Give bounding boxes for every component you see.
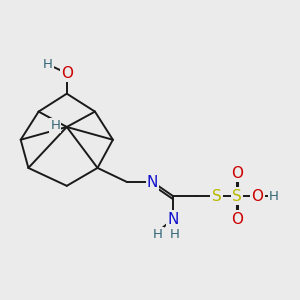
Text: H: H bbox=[153, 228, 163, 241]
Text: H: H bbox=[50, 119, 60, 132]
Text: H: H bbox=[169, 228, 179, 241]
Text: O: O bbox=[61, 66, 73, 81]
Text: H: H bbox=[43, 58, 52, 71]
Text: S: S bbox=[212, 189, 221, 204]
Text: S: S bbox=[232, 189, 242, 204]
Text: O: O bbox=[231, 212, 243, 226]
Text: O: O bbox=[251, 189, 263, 204]
Text: N: N bbox=[147, 175, 158, 190]
Text: N: N bbox=[167, 212, 179, 226]
Text: H: H bbox=[269, 190, 279, 202]
Text: O: O bbox=[231, 166, 243, 181]
